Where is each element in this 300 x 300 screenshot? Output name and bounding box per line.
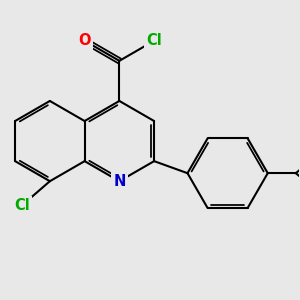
Text: O: O bbox=[78, 33, 91, 48]
Text: Cl: Cl bbox=[146, 33, 162, 48]
Text: Cl: Cl bbox=[14, 198, 30, 213]
Text: N: N bbox=[113, 174, 125, 189]
